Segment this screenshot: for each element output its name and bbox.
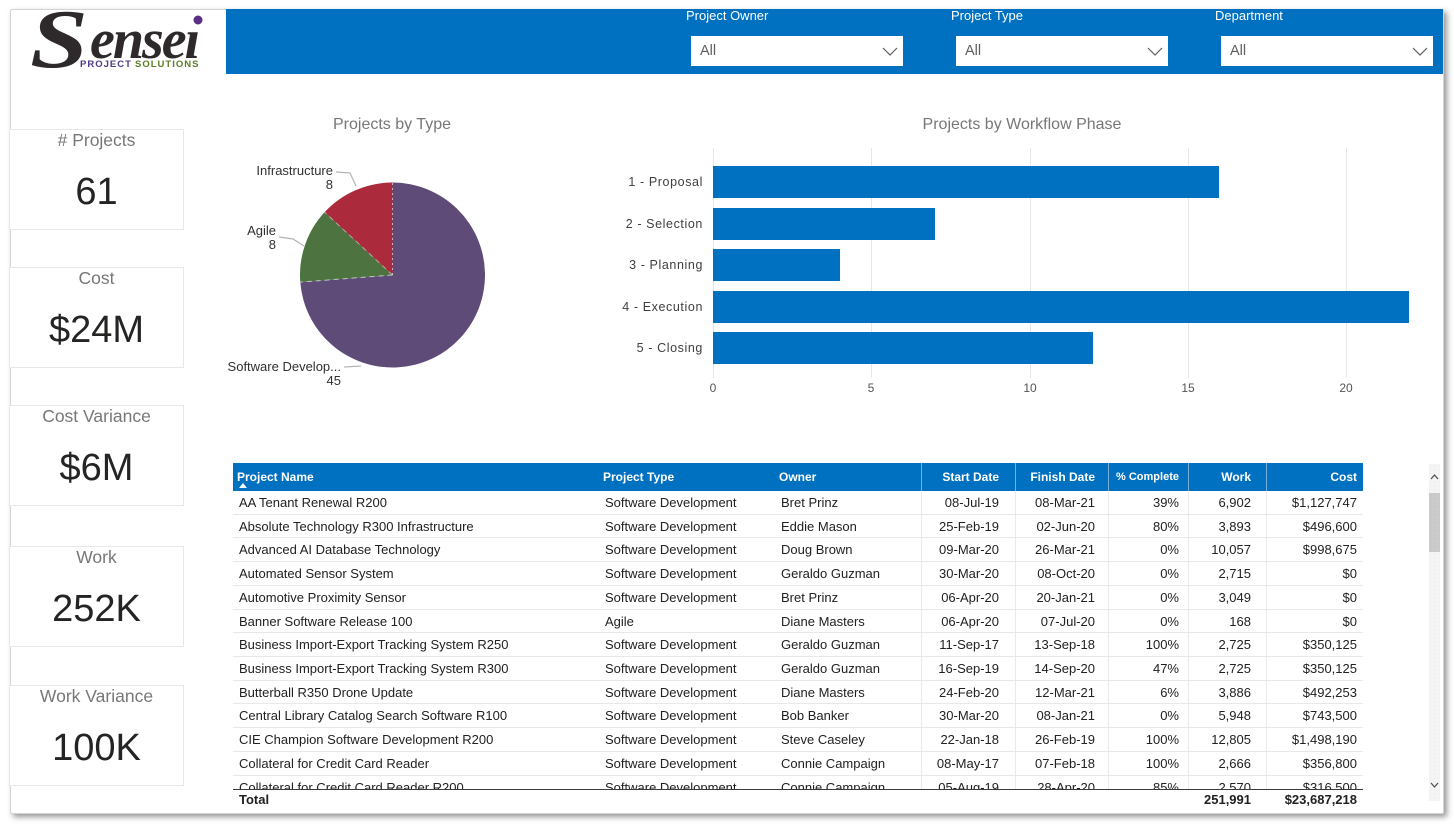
svg-text:SOLUTIONS: SOLUTIONS — [135, 59, 199, 70]
svg-text:enseı: enseı — [90, 9, 199, 71]
svg-text:PROJECT: PROJECT — [80, 59, 132, 70]
svg-text:S: S — [30, 6, 88, 78]
